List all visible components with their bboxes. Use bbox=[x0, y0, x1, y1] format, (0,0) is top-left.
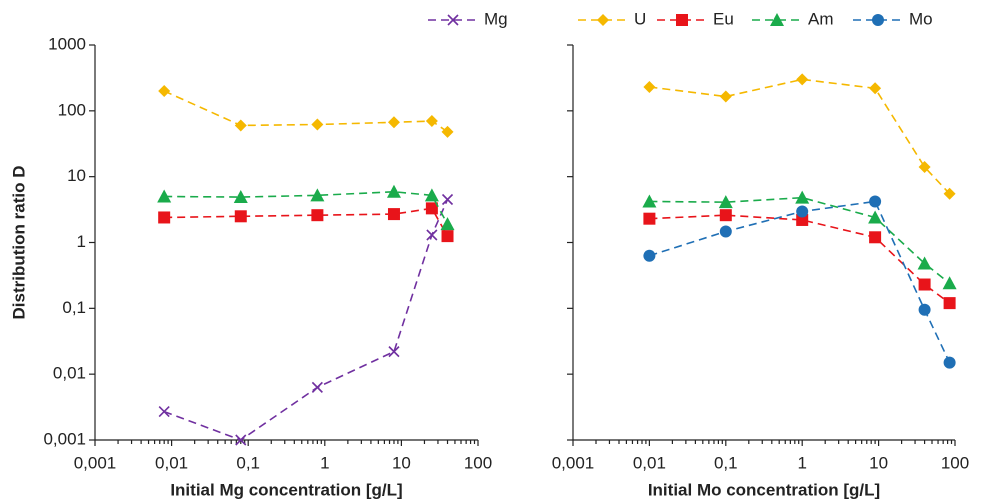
marker bbox=[311, 209, 324, 222]
y-tick-label: 0,001 bbox=[43, 429, 86, 448]
marker bbox=[440, 217, 455, 231]
marker bbox=[310, 188, 325, 202]
marker bbox=[869, 195, 882, 208]
marker bbox=[447, 14, 459, 26]
legend-label: Mo bbox=[909, 9, 933, 28]
legend-label: Am bbox=[808, 9, 834, 28]
marker bbox=[918, 278, 931, 291]
marker bbox=[719, 225, 732, 238]
marker bbox=[387, 208, 400, 221]
y-tick-label: 100 bbox=[58, 100, 86, 119]
x-tick-label: 10 bbox=[392, 453, 411, 472]
series-line bbox=[164, 190, 449, 225]
marker bbox=[386, 184, 401, 198]
marker bbox=[643, 249, 656, 262]
marker bbox=[868, 210, 883, 224]
marker bbox=[770, 13, 784, 26]
series-line bbox=[649, 78, 951, 195]
y-tick-label: 1 bbox=[77, 232, 86, 251]
series-line bbox=[164, 207, 449, 237]
marker bbox=[311, 381, 323, 393]
y-tick-label: 10 bbox=[67, 166, 86, 185]
series-line bbox=[163, 199, 449, 441]
marker bbox=[158, 406, 170, 418]
marker bbox=[425, 115, 438, 128]
marker bbox=[388, 346, 400, 358]
x-axis-title: Initial Mo concentration [g/L] bbox=[648, 480, 880, 499]
y-tick-label: 1000 bbox=[48, 34, 86, 53]
x-tick-label: 1 bbox=[797, 453, 806, 472]
marker bbox=[597, 14, 609, 26]
x-tick-label: 0,1 bbox=[714, 453, 738, 472]
marker bbox=[795, 190, 810, 204]
marker bbox=[676, 14, 688, 26]
marker bbox=[643, 81, 656, 94]
x-tick-label: 100 bbox=[941, 453, 969, 472]
marker bbox=[796, 73, 809, 86]
marker bbox=[387, 116, 400, 129]
marker bbox=[869, 231, 882, 244]
series-line bbox=[649, 200, 951, 363]
x-tick-label: 1 bbox=[320, 453, 329, 472]
marker bbox=[872, 14, 884, 26]
marker bbox=[642, 194, 657, 208]
marker bbox=[942, 276, 957, 290]
marker bbox=[424, 188, 439, 202]
marker bbox=[234, 210, 247, 223]
marker bbox=[157, 189, 172, 203]
marker bbox=[158, 85, 171, 98]
marker bbox=[918, 303, 931, 316]
marker bbox=[796, 205, 809, 218]
x-tick-label: 100 bbox=[464, 453, 492, 472]
legend-label: U bbox=[634, 9, 646, 28]
x-tick-label: 0,001 bbox=[74, 453, 117, 472]
marker bbox=[796, 213, 809, 226]
marker bbox=[943, 356, 956, 369]
marker bbox=[426, 229, 438, 241]
y-axis-title: Distribution ratio D bbox=[9, 166, 28, 320]
marker bbox=[643, 212, 656, 225]
x-tick-label: 0,1 bbox=[236, 453, 260, 472]
marker bbox=[869, 82, 882, 95]
x-tick-label: 0,01 bbox=[633, 453, 666, 472]
marker bbox=[234, 119, 247, 132]
y-tick-label: 0,1 bbox=[62, 298, 86, 317]
marker bbox=[441, 193, 454, 206]
x-tick-label: 0,001 bbox=[552, 453, 595, 472]
marker bbox=[719, 209, 732, 222]
legend-label: Mg bbox=[484, 9, 508, 28]
marker bbox=[943, 187, 956, 200]
marker bbox=[311, 118, 324, 131]
marker bbox=[233, 190, 248, 204]
marker bbox=[718, 195, 733, 209]
x-tick-label: 10 bbox=[869, 453, 888, 472]
series-line bbox=[163, 90, 448, 133]
marker bbox=[943, 297, 956, 310]
y-tick-label: 0,01 bbox=[53, 364, 86, 383]
marker bbox=[441, 230, 454, 243]
x-tick-label: 0,01 bbox=[155, 453, 188, 472]
marker bbox=[719, 90, 732, 103]
marker bbox=[425, 202, 438, 215]
marker bbox=[918, 161, 931, 174]
marker bbox=[235, 434, 247, 446]
series-line bbox=[649, 214, 951, 304]
x-axis-title: Initial Mg concentration [g/L] bbox=[170, 480, 402, 499]
marker bbox=[917, 256, 932, 270]
legend-label: Eu bbox=[713, 9, 734, 28]
marker bbox=[158, 211, 171, 224]
marker bbox=[441, 125, 454, 138]
